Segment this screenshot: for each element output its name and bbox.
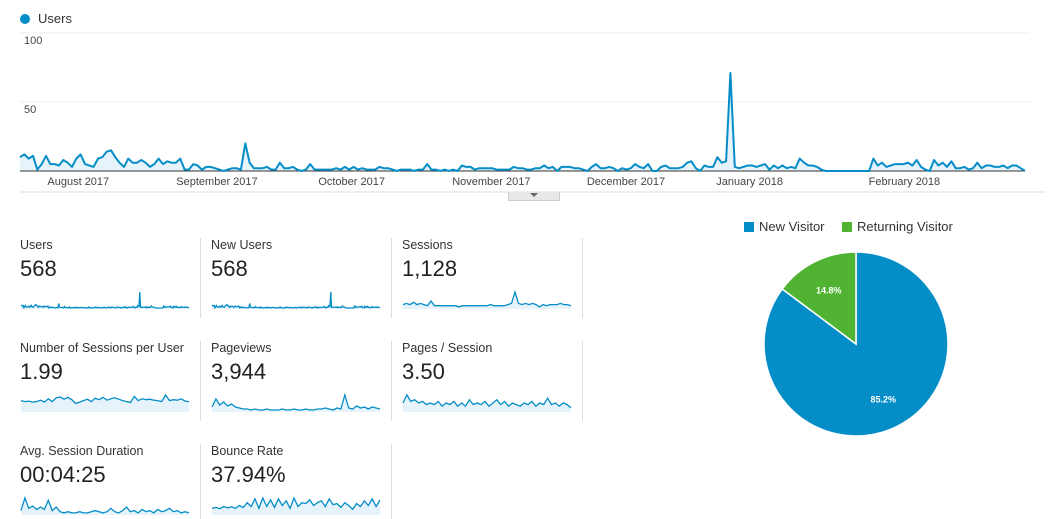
metric-value: 3,944 [211,359,267,384]
divider [200,238,201,318]
chart-expand-toggle[interactable] [508,192,560,201]
metric-card-bounce-rate[interactable]: Bounce Rate 37.94% [211,444,391,519]
metric-label: Pageviews [211,341,272,355]
metric-sparkline [20,291,190,310]
metric-sparkline [402,290,572,309]
divider [391,444,392,519]
metric-sparkline [211,496,381,515]
y-tick-100: 100 [24,35,43,47]
metric-label: Number of Sessions per User [20,341,184,355]
metric-sparkline [211,393,381,412]
metric-sparkline [20,393,190,412]
chevron-down-icon [530,193,538,197]
metric-card-users[interactable]: Users 568 [20,238,200,320]
returning-visitor-legend-label[interactable]: Returning Visitor [857,219,953,234]
sparkline-line [20,393,190,405]
users-legend-label[interactable]: Users [38,11,72,26]
sparkline-line [20,496,190,514]
metric-value: 1,128 [402,256,458,281]
metric-card-sessions[interactable]: Sessions 1,128 [402,238,582,320]
sparkline-line [402,290,572,308]
sparkline-area [212,395,380,412]
pie-slice-label: 14.8% [816,286,842,296]
metric-label: Avg. Session Duration [20,444,144,458]
x-tick-label: October 2017 [318,176,385,188]
metric-sparkline [402,393,572,412]
metric-value: 568 [20,256,57,281]
metric-value: 00:04:25 [20,462,106,487]
divider [582,341,583,421]
metric-label: Sessions [402,238,453,252]
returning-visitor-legend-swatch [842,222,852,232]
x-tick-label: November 2017 [452,176,531,188]
metric-card-number-of-sessions-per-user[interactable]: Number of Sessions per User 1.99 [20,341,200,423]
sparkline-line [211,496,381,511]
metric-label: Pages / Session [402,341,493,355]
sparkline-line [211,291,381,310]
sparkline-line [402,393,572,409]
metric-card-avg-session-duration[interactable]: Avg. Session Duration 00:04:25 [20,444,200,519]
metric-label: New Users [211,238,273,252]
x-tick-label: February 2018 [868,176,941,188]
x-tick-label: January 2018 [716,176,783,188]
divider [391,341,392,421]
users-legend-marker [20,14,30,24]
new-visitor-legend-label[interactable]: New Visitor [759,219,825,234]
sparkline-area [403,395,571,412]
metric-sparkline [211,291,381,310]
users-line [19,72,1026,172]
metric-sparkline [20,496,190,515]
metric-value: 37.94% [211,462,286,487]
pie-slice-label: 85.2% [870,394,896,404]
metric-card-pages-session[interactable]: Pages / Session 3.50 [402,341,582,423]
metric-value: 1.99 [20,359,63,384]
metric-value: 3.50 [402,359,445,384]
y-tick-50: 50 [24,104,37,116]
x-tick-label: August 2017 [47,176,110,188]
users-line-chart[interactable] [0,0,1062,200]
sparkline-line [211,393,381,411]
sparkline-area [403,292,571,309]
users-area [20,73,1025,171]
metric-value: 568 [211,256,248,281]
divider [582,238,583,318]
divider [391,238,392,318]
visitor-type-pie-chart[interactable]: 85.2% 14.8% [750,240,962,452]
pie-slice-returning-visitor[interactable] [781,251,857,346]
divider [200,444,201,519]
x-tick-label: September 2017 [176,176,258,188]
sparkline-area [21,498,189,515]
metric-label: Bounce Rate [211,444,284,458]
new-visitor-legend-swatch [744,222,754,232]
metric-label: Users [20,238,53,252]
divider [200,341,201,421]
metric-card-pageviews[interactable]: Pageviews 3,944 [211,341,391,423]
metric-card-new-users[interactable]: New Users 568 [211,238,391,320]
x-tick-label: December 2017 [586,176,666,188]
sparkline-line [20,291,190,310]
